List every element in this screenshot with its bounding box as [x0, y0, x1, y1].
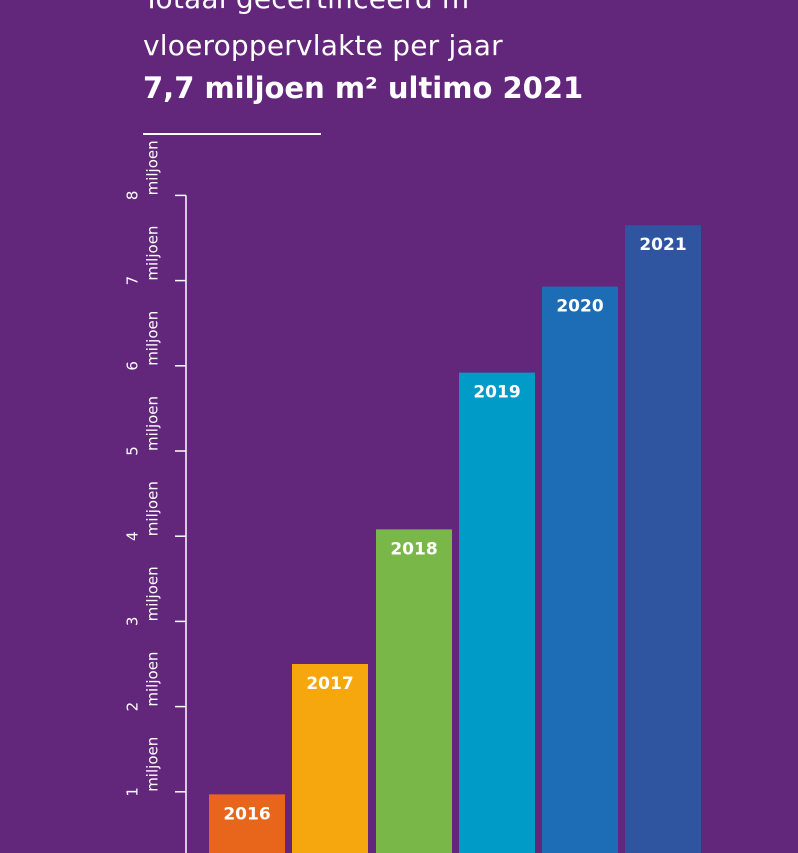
y-tick-label: 3	[124, 617, 142, 627]
y-tick-unit: miljoen	[144, 481, 162, 536]
y-tick-label: 2	[124, 702, 142, 712]
y-tick-unit: miljoen	[144, 396, 162, 451]
bar-2016	[209, 794, 285, 853]
bar-2017	[292, 664, 368, 853]
bars: 2016 2017 2018 2019 2020 2021	[209, 225, 701, 853]
y-tick-label: 7	[124, 276, 142, 286]
y-tick-label: 6	[124, 361, 142, 371]
bar-label-2020: 2020	[556, 297, 603, 317]
bar-label-2017: 2017	[306, 674, 353, 694]
bar-2021	[625, 225, 701, 853]
chart-title-line-2: vloeroppervlakte per jaar	[143, 29, 503, 62]
y-tick-label: 5	[124, 446, 142, 456]
bar-label-2016: 2016	[223, 804, 270, 824]
y-tick-unit: miljoen	[144, 652, 162, 707]
bar-2019	[459, 372, 535, 853]
y-tick-label: 4	[124, 531, 142, 541]
y-tick-label: 1	[124, 787, 142, 797]
title-divider	[143, 133, 321, 135]
y-tick-unit: miljoen	[144, 566, 162, 621]
bar-label-2018: 2018	[390, 539, 437, 559]
bar-label-2019: 2019	[473, 383, 520, 403]
bar-2020	[542, 286, 618, 853]
chart-title-line-1: Totaal gecertificeerd m	[143, 0, 469, 15]
y-tick-unit: miljoen	[144, 140, 162, 195]
y-tick-unit: miljoen	[144, 311, 162, 366]
y-tick-unit: miljoen	[144, 737, 162, 792]
bar-2018	[376, 529, 452, 853]
bar-label-2021: 2021	[639, 235, 686, 255]
y-tick-label: 8	[124, 191, 142, 201]
chart-title-line-3: 7,7 miljoen m² ultimo 2021	[143, 71, 584, 105]
y-tick-unit: miljoen	[144, 226, 162, 281]
